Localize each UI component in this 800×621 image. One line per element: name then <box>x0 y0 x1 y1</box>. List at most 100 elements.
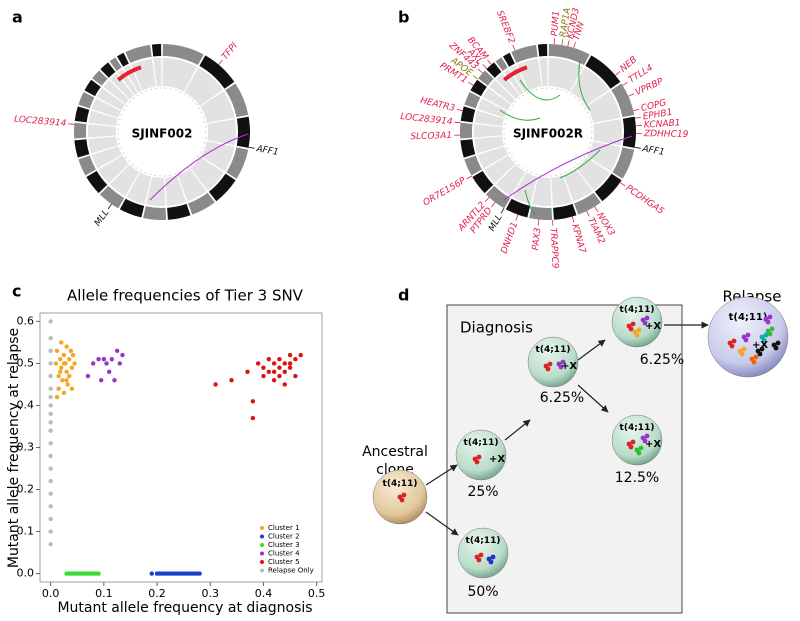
point <box>72 361 77 366</box>
legend-swatch <box>260 534 264 539</box>
point <box>59 365 64 370</box>
legend-swatch <box>260 560 264 564</box>
gene-tick <box>218 59 223 65</box>
cell-dot <box>636 450 642 456</box>
chromosome-band <box>151 44 162 57</box>
link <box>519 79 561 101</box>
link <box>524 189 536 216</box>
point <box>197 571 202 576</box>
track <box>576 157 610 191</box>
track <box>512 172 538 204</box>
inner-ring <box>503 87 593 177</box>
point <box>64 369 69 375</box>
x-tick-label: 0.1 <box>95 587 113 600</box>
chromosome-band <box>208 173 236 202</box>
legend-label: Cluster 4 <box>268 550 300 558</box>
point <box>56 373 61 379</box>
gene-label: KCNAB1 <box>643 118 680 131</box>
point <box>56 386 61 391</box>
point <box>48 441 53 446</box>
ancestral-label: Ancestral <box>362 444 428 460</box>
point <box>48 348 53 354</box>
point <box>64 344 69 349</box>
gene-tick <box>594 206 599 212</box>
x-tick-label: 0.3 <box>202 587 220 600</box>
point <box>114 348 120 354</box>
gene-label: OR7E156P <box>422 176 469 209</box>
track <box>593 119 622 146</box>
chromosome-band <box>78 155 96 176</box>
track <box>551 175 572 206</box>
point <box>58 369 63 375</box>
gene-label: PUM1 <box>550 10 562 36</box>
point <box>69 386 75 391</box>
cell-dot <box>757 351 763 357</box>
point <box>48 529 53 534</box>
track <box>495 164 526 197</box>
point <box>229 378 234 383</box>
gene-label: AFF1 <box>255 144 280 158</box>
cell-dot <box>763 332 769 338</box>
legend-label: Cluster 1 <box>268 524 300 532</box>
inner-ring <box>117 87 207 177</box>
point <box>271 369 277 375</box>
link <box>499 109 541 121</box>
clone-node <box>611 414 663 466</box>
clone-label: t(4;11) <box>620 423 655 433</box>
cell-dot <box>558 364 564 370</box>
point <box>48 336 53 341</box>
chromosome-band <box>460 139 476 158</box>
chromosome-band <box>143 206 167 221</box>
point <box>53 361 59 366</box>
gene-label: MLL <box>93 208 111 228</box>
point <box>48 361 53 366</box>
percent-label: 50% <box>467 584 498 600</box>
chromosome-band <box>485 185 511 209</box>
point <box>287 361 293 366</box>
chromosome-band <box>594 173 622 202</box>
cell-dot <box>478 552 484 558</box>
gene-tick <box>537 219 540 226</box>
cell-dot <box>761 337 767 343</box>
chromosome-band <box>99 185 125 209</box>
chromosome-band <box>199 55 235 89</box>
point <box>117 361 123 366</box>
track <box>162 58 198 92</box>
panel-label: a <box>12 8 23 27</box>
cell-dot <box>759 346 765 352</box>
chromosome-band <box>188 192 215 215</box>
track <box>184 67 223 106</box>
point <box>298 352 303 358</box>
point <box>98 378 104 383</box>
percent-label: 25% <box>467 484 498 500</box>
point <box>48 504 53 509</box>
chromosome-band <box>460 122 473 139</box>
track <box>482 88 511 111</box>
y-axis-label: Mutant allele frequency at relapse <box>6 328 22 568</box>
sample-name: SJINF002R <box>513 127 583 141</box>
point <box>48 411 53 417</box>
track <box>91 98 122 118</box>
point <box>54 348 60 354</box>
track <box>563 168 593 202</box>
cell-dot <box>743 337 749 343</box>
chromosome-band <box>622 116 636 148</box>
cell-dot <box>488 559 494 565</box>
legend-swatch <box>260 551 264 556</box>
sample-name: SJINF002 <box>132 127 193 141</box>
point <box>48 403 53 408</box>
chromosome-band <box>225 83 249 118</box>
percent-label: 6.25% <box>540 390 584 406</box>
clone-label: t(4;11) <box>620 305 655 315</box>
clone-node <box>611 296 663 348</box>
chromosome-band <box>553 203 577 220</box>
chromosome-band <box>162 44 204 66</box>
gene-label: LOC283914 <box>14 115 67 130</box>
track <box>190 157 224 191</box>
track <box>110 73 134 100</box>
point <box>293 357 298 362</box>
legend-swatch <box>260 543 264 547</box>
track <box>103 80 130 104</box>
legend-swatch <box>260 568 264 573</box>
track <box>489 80 516 104</box>
